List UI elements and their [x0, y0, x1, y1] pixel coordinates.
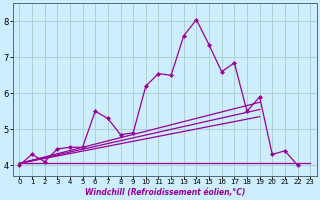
X-axis label: Windchill (Refroidissement éolien,°C): Windchill (Refroidissement éolien,°C) — [84, 188, 245, 197]
